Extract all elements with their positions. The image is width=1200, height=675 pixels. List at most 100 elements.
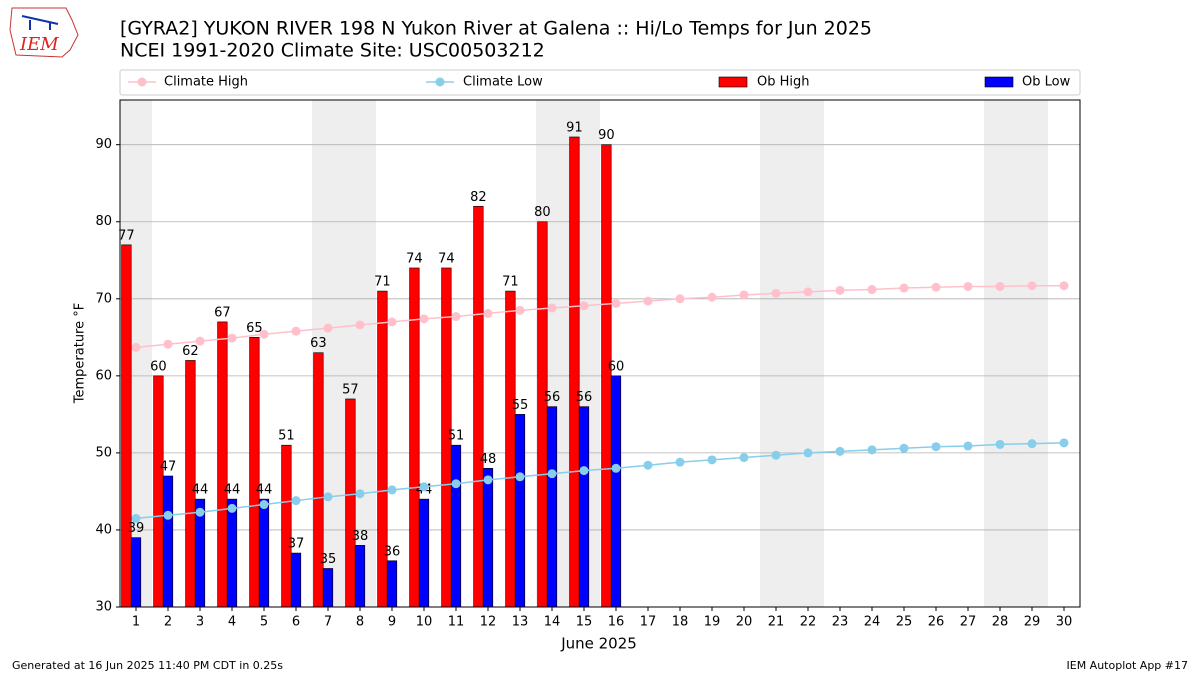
footer-right: IEM Autoplot App #17 <box>1067 659 1189 672</box>
point <box>291 326 301 336</box>
data-label: 65 <box>246 321 263 336</box>
bar <box>290 552 302 608</box>
point <box>195 336 205 346</box>
point <box>451 479 461 489</box>
legend-swatch <box>984 76 1014 88</box>
x-axis-label: June 2025 <box>560 635 637 653</box>
x-tick-label: 12 <box>480 615 497 630</box>
x-tick-label: 2 <box>164 615 172 630</box>
point <box>579 301 589 311</box>
point <box>643 460 653 470</box>
data-label: 56 <box>544 390 561 405</box>
line <box>135 284 1064 349</box>
point <box>899 283 909 293</box>
logo-outline <box>9 7 79 58</box>
data-label: 62 <box>182 344 199 359</box>
legend-box <box>119 69 1081 96</box>
x-tick-label: 7 <box>324 615 332 630</box>
x-tick-label: 10 <box>416 615 433 630</box>
data-label: 51 <box>278 429 295 444</box>
y-axis-label: Temperature °F <box>73 303 88 404</box>
point <box>259 329 269 339</box>
point <box>387 485 397 495</box>
bar <box>313 352 324 608</box>
x-tick-label: 5 <box>260 615 268 630</box>
data-label: 56 <box>576 390 593 405</box>
x-tick-label: 29 <box>1024 615 1041 630</box>
point <box>1059 438 1069 448</box>
data-label: 35 <box>320 552 337 567</box>
point <box>931 442 941 452</box>
logo: IEM <box>9 7 79 58</box>
x-tick-label: 28 <box>992 615 1009 630</box>
point <box>483 308 493 318</box>
x-tick-label: 25 <box>896 615 913 630</box>
data-label: 44 <box>224 483 241 498</box>
x-tick-label: 26 <box>928 615 945 630</box>
x-tick-label: 19 <box>704 615 721 630</box>
bar <box>226 498 238 608</box>
data-label: 90 <box>598 128 615 143</box>
x-tick-label: 21 <box>768 615 785 630</box>
bar <box>546 406 558 608</box>
legend-label: Ob Low <box>1022 75 1071 90</box>
point <box>419 482 429 492</box>
point <box>771 450 781 460</box>
x-tick-label: 11 <box>448 615 465 630</box>
bar <box>537 221 548 608</box>
bar <box>601 144 612 608</box>
point <box>611 463 621 473</box>
point <box>611 298 621 308</box>
point <box>483 475 493 485</box>
point <box>675 294 685 304</box>
point <box>867 285 877 295</box>
bar <box>354 545 366 608</box>
line <box>135 442 1065 520</box>
bar <box>281 444 292 608</box>
data-label: 60 <box>150 359 167 374</box>
data-label: 77 <box>118 228 135 243</box>
bar <box>450 444 462 608</box>
weekend-shade <box>984 100 1016 607</box>
x-tick-label: 13 <box>512 615 529 630</box>
data-label: 80 <box>534 205 551 220</box>
point <box>547 469 557 479</box>
x-tick-label: 23 <box>832 615 849 630</box>
legend-label: Ob High <box>757 75 810 90</box>
point <box>995 281 1005 291</box>
data-label: 38 <box>352 529 369 544</box>
y-tick-label: 70 <box>95 291 112 306</box>
data-label: 47 <box>160 460 177 475</box>
point <box>963 441 973 451</box>
bar <box>322 568 334 608</box>
point <box>707 455 717 465</box>
data-label: 74 <box>438 251 455 266</box>
data-label: 57 <box>342 382 359 397</box>
point <box>131 342 141 352</box>
data-label: 37 <box>288 537 305 552</box>
chart-subtitle: NCEI 1991-2020 Climate Site: USC00503212 <box>120 40 545 62</box>
y-tick-label: 80 <box>95 214 112 229</box>
point <box>547 303 557 313</box>
data-label: 44 <box>192 483 209 498</box>
point <box>323 323 333 333</box>
x-tick-label: 22 <box>800 615 817 630</box>
data-label: 71 <box>502 275 519 290</box>
point <box>163 339 173 349</box>
bar <box>482 468 494 608</box>
point <box>195 507 205 517</box>
bar <box>130 537 142 608</box>
point <box>227 503 237 513</box>
bar <box>121 244 132 608</box>
x-tick-label: 16 <box>608 615 625 630</box>
point <box>355 489 365 499</box>
y-tick-label: 40 <box>95 522 112 537</box>
y-tick-label: 50 <box>95 445 112 460</box>
logo-text: IEM <box>19 34 59 55</box>
legend-swatch <box>718 76 748 88</box>
bar <box>514 414 526 608</box>
point <box>963 281 973 291</box>
bar <box>578 406 590 608</box>
point <box>451 312 461 322</box>
